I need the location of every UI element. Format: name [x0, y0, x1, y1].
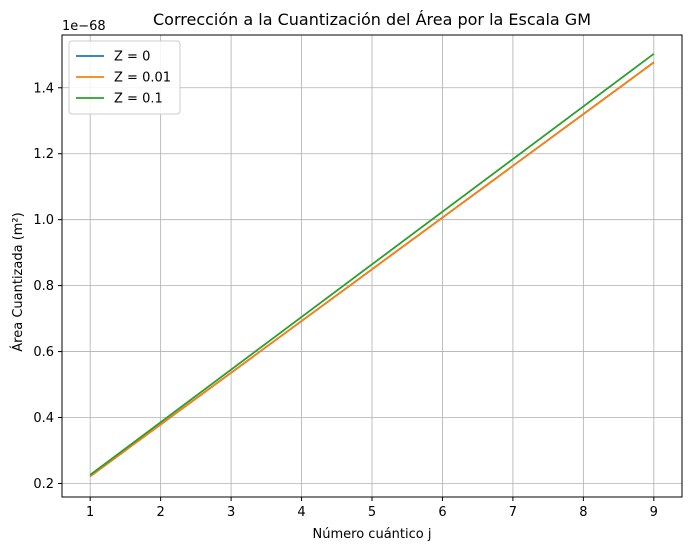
y-tick-label: 0.8 — [33, 279, 54, 294]
x-axis-ticks: 1 2 3 4 5 6 7 8 9 — [86, 497, 658, 520]
y-tick-label: 1.2 — [33, 147, 54, 162]
y-axis-ticks: 0.2 0.4 0.6 0.8 1.0 1.2 1.4 — [33, 81, 62, 492]
y-tick-label: 0.4 — [33, 411, 54, 426]
series-line — [89, 61, 655, 477]
y-axis-label: Área Cuantizada (m²) — [10, 212, 26, 351]
x-tick-label: 8 — [579, 505, 587, 520]
legend-label: Z = 0.01 — [114, 71, 171, 86]
legend-label: Z = 0.1 — [114, 92, 163, 107]
x-axis-label: Número cuántico j — [313, 527, 432, 542]
series-line — [89, 53, 655, 476]
x-tick-label: 3 — [227, 505, 235, 520]
x-tick-label: 2 — [156, 505, 164, 520]
legend-label: Z = 0 — [114, 50, 150, 65]
series-group — [89, 53, 655, 477]
grid — [62, 35, 682, 497]
y-tick-label: 1.4 — [33, 81, 54, 96]
y-tick-label: 1.0 — [33, 213, 54, 228]
x-tick-label: 6 — [438, 505, 446, 520]
y-offset-label: 1e−68 — [62, 19, 106, 34]
x-tick-label: 4 — [297, 505, 305, 520]
x-tick-label: 5 — [368, 505, 376, 520]
x-tick-label: 9 — [650, 505, 658, 520]
x-tick-label: 1 — [86, 505, 94, 520]
x-tick-label: 7 — [509, 505, 517, 520]
chart-title: Corrección a la Cuantización del Área po… — [153, 10, 591, 29]
y-tick-label: 0.6 — [33, 345, 54, 360]
y-tick-label: 0.2 — [33, 477, 54, 492]
legend: Z = 0 Z = 0.01 Z = 0.1 — [68, 40, 181, 115]
legend-box — [68, 40, 181, 115]
